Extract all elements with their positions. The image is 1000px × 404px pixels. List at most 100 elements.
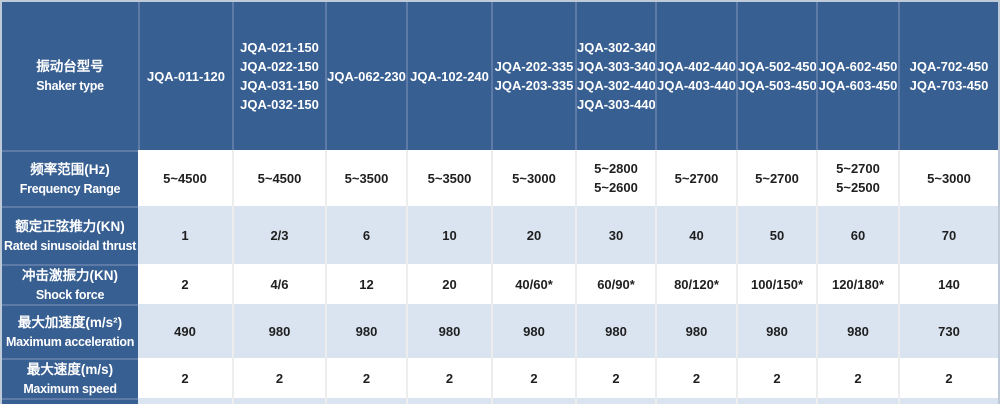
spec-value: 40/60* (515, 276, 553, 292)
spec-value-cell: 60/90* (575, 264, 655, 304)
partial-next-row-cell (575, 398, 655, 404)
spec-row: 冲击激振力(KN) Shock force 2 4/6 12 20 40/60* 60/90*… (2, 264, 998, 304)
partial-next-row-cell (325, 398, 406, 404)
spec-value: 120/180* (831, 276, 885, 292)
spec-value-cell: 2 (325, 358, 406, 398)
spec-value-cell: 980 (575, 304, 655, 358)
spec-value: 5~2700 (674, 170, 719, 186)
shaker-model: JQA-202-335 (494, 59, 574, 74)
shaker-model: JQA-503-450 (738, 78, 816, 93)
shaker-type-label-zh: 振动台型号 (36, 59, 104, 74)
spec-value: 6 (362, 227, 371, 243)
shaker-model: JQA-203-335 (494, 78, 574, 93)
spec-row-label-zh: 冲击激振力(KN) (22, 268, 118, 283)
spec-value-cell: 2 (406, 358, 491, 398)
shaker-model: JQA-702-450 (909, 59, 989, 74)
spec-value-cell: 5~3000 (491, 150, 575, 206)
spec-value: 980 (766, 323, 788, 339)
spec-value-cell: 2 (736, 358, 816, 398)
spec-value: 2 (362, 370, 371, 386)
spec-row-label-en: Frequency Range (19, 182, 121, 196)
partial-next-row-cell (898, 398, 998, 404)
shaker-model: JQA-102-240 (410, 68, 489, 84)
spec-value: 60 (850, 227, 866, 243)
shaker-model: JQA-032-150 (240, 97, 319, 112)
shaker-model: JQA-403-440 (657, 78, 736, 93)
spec-value: 5~3000 (927, 170, 971, 186)
spec-value: 980 (847, 323, 869, 339)
spec-value: 2 (275, 370, 284, 386)
shaker-model-header: JQA-011-120 (138, 2, 232, 150)
spec-value-cell: 40/60* (491, 264, 575, 304)
spec-value: 2 (692, 370, 701, 386)
spec-value-cell: 4/6 (232, 264, 325, 304)
shaker-model-header: JQA-702-450 JQA-703-450 (898, 2, 998, 150)
shaker-model: JQA-703-450 (909, 78, 989, 93)
partial-next-row-label (2, 398, 138, 404)
spec-row-label: 频率范围(Hz) Frequency Range (2, 150, 138, 206)
spec-value-cell: 2 (655, 358, 736, 398)
spec-value: 5~2700 (755, 170, 799, 186)
spec-row-label: 额定正弦推力(KN) Rated sinusoidal thrust (2, 206, 138, 264)
shaker-model: JQA-303-440 (577, 97, 655, 112)
shaker-model: JQA-031-150 (240, 78, 319, 93)
spec-value: 20 (442, 276, 457, 292)
shaker-model: JQA-011-120 (146, 68, 226, 84)
spec-value-cell: 5~3500 (406, 150, 491, 206)
spec-value: 100/150* (750, 276, 804, 292)
spec-value: 5~2800 (594, 161, 638, 176)
spec-value-cell: 100/150* (736, 264, 816, 304)
shaker-model-header: JQA-102-240 (406, 2, 491, 150)
spec-value-cell: 980 (232, 304, 325, 358)
spec-value-cell: 2 (138, 264, 232, 304)
spec-value-cell: 5~2700 (655, 150, 736, 206)
shaker-model: JQA-402-440 (657, 59, 736, 74)
shaker-model: JQA-062-230 (327, 68, 406, 84)
spec-value-cell: 730 (898, 304, 998, 358)
shaker-model: JQA-302-340 (577, 40, 655, 55)
spec-value-cell: 2/3 (232, 206, 325, 264)
spec-value-cell: 980 (736, 304, 816, 358)
spec-value-cell: 140 (898, 264, 998, 304)
shaker-model-header: JQA-602-450 JQA-603-450 (816, 2, 898, 150)
spec-value: 980 (355, 323, 378, 339)
spec-value: 20 (526, 227, 542, 243)
header-row: 振动台型号 Shaker type JQA-011-120 JQA-021-150… (2, 2, 998, 150)
partial-next-row-cell (491, 398, 575, 404)
shaker-model-header: JQA-202-335 JQA-203-335 (491, 2, 575, 150)
spec-value-cell: 980 (655, 304, 736, 358)
spec-value-cell: 40 (655, 206, 736, 264)
spec-value-cell: 980 (406, 304, 491, 358)
shaker-model-header: JQA-502-450 JQA-503-450 (736, 2, 816, 150)
spec-value-cell: 12 (325, 264, 406, 304)
spec-value-cell: 2 (816, 358, 898, 398)
spec-value: 70 (941, 227, 957, 243)
spec-value-cell: 2 (491, 358, 575, 398)
spec-value: 980 (685, 323, 708, 339)
spec-value-cell: 5~4500 (232, 150, 325, 206)
spec-value: 60/90* (597, 276, 635, 292)
spec-value: 140 (938, 276, 960, 292)
spec-value: 5~3500 (427, 170, 472, 186)
shaker-model: JQA-021-150 (240, 40, 319, 55)
spec-value: 30 (608, 227, 624, 243)
spec-value-cell: 980 (491, 304, 575, 358)
spec-row-label-en: Maximum speed (23, 382, 117, 396)
spec-value: 10 (442, 227, 457, 243)
spec-value-cell: 5~2800 5~2600 (575, 150, 655, 206)
spec-value-cell: 980 (816, 304, 898, 358)
shaker-type-label-en: Shaker type (36, 79, 104, 93)
partial-next-row-cell (655, 398, 736, 404)
shaker-model-header: JQA-062-230 (325, 2, 406, 150)
spec-row-label-zh: 额定正弦推力(KN) (15, 219, 125, 234)
spec-value-cell: 6 (325, 206, 406, 264)
spec-value: 4/6 (270, 276, 289, 292)
shaker-model: JQA-602-450 (818, 59, 898, 74)
spec-row-label: 冲击激振力(KN) Shock force (2, 264, 138, 304)
spec-value-cell: 5~2700 (736, 150, 816, 206)
partial-next-row-cell (816, 398, 898, 404)
spec-value: 2 (530, 370, 538, 386)
partial-next-row-cell (406, 398, 491, 404)
